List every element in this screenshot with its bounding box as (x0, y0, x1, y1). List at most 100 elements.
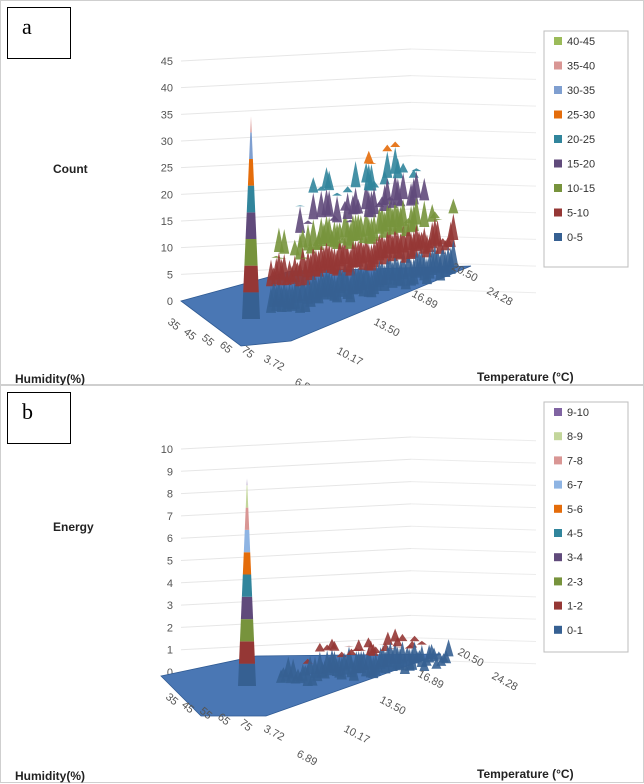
y-tick-label: 3 (167, 600, 173, 612)
x-tick-label: 24.28 (485, 285, 515, 309)
legend-swatch (554, 37, 562, 45)
surface-spike (382, 151, 392, 178)
legend-label: 4-5 (567, 528, 583, 540)
surface-spike (448, 198, 458, 213)
legend-label: 35-40 (567, 61, 595, 73)
y-tick-label: 5 (167, 556, 173, 568)
legend-swatch (554, 135, 562, 143)
legend-swatch (554, 481, 562, 489)
peak-segment (247, 479, 248, 486)
x-tick-label: 10.17 (342, 723, 372, 747)
legend-label: 5-10 (567, 208, 589, 220)
gridline (411, 156, 536, 160)
gridline (411, 49, 536, 53)
peak-segment (242, 292, 260, 319)
legend-swatch (554, 160, 562, 168)
y-tick-label: 20 (161, 189, 173, 201)
gridline (181, 459, 411, 471)
gridline (411, 615, 536, 619)
gridline (411, 437, 536, 441)
surface-spike (382, 145, 392, 152)
peak-segment (243, 552, 251, 574)
legend-label: 25-30 (567, 110, 595, 122)
y-tick-label: 7 (167, 511, 173, 523)
gridline (181, 526, 411, 538)
gridline (181, 571, 411, 583)
peak-segment (240, 619, 254, 641)
legend-swatch (554, 432, 562, 440)
legend-label: 5-6 (567, 504, 583, 516)
gridline (181, 437, 411, 449)
gridline (411, 76, 536, 80)
surface-spike (419, 200, 429, 227)
surface-spike (417, 641, 427, 645)
legend-label: 40-45 (567, 36, 595, 48)
legend-label: 0-1 (567, 625, 583, 637)
y-axis-label: Count (53, 162, 88, 176)
legend-swatch (554, 111, 562, 119)
y-tick-label: 6 (167, 533, 173, 545)
surface-spike (419, 178, 429, 200)
x-tick-label: 13.50 (378, 694, 408, 718)
x-tick-label: 16.89 (416, 668, 446, 692)
legend-swatch (554, 529, 562, 537)
legend-swatch (554, 626, 562, 634)
gridline (181, 102, 411, 114)
chart-a: 0510152025303540453.726.8910.1713.5016.8… (1, 1, 644, 386)
peak-segment (243, 266, 259, 293)
x-tick-label: 10.17 (335, 345, 365, 369)
z-tick-label: 45 (181, 326, 198, 343)
surface-spike (351, 161, 361, 187)
legend-label: 3-4 (567, 552, 583, 564)
peak-segment (242, 575, 252, 597)
x-axis-label: Temperature (°C) (477, 767, 574, 781)
legend-label: 15-20 (567, 159, 595, 171)
panel-label-a: a (7, 7, 71, 59)
y-tick-label: 8 (167, 489, 173, 501)
peak-segment (244, 239, 257, 266)
x-tick-label: 20.50 (456, 646, 486, 670)
gridline (181, 504, 411, 516)
gridline (411, 102, 536, 106)
gridline (411, 504, 536, 508)
legend-swatch (554, 209, 562, 217)
x-tick-label: 16.89 (410, 288, 440, 312)
peak-segment (245, 508, 249, 530)
surface-spike (410, 636, 420, 642)
surface-spike (390, 141, 400, 147)
gridline (411, 526, 536, 530)
gridline (411, 182, 536, 186)
panel-label-b: b (7, 392, 71, 444)
x-tick-label: 6.89 (295, 748, 320, 769)
gridline (411, 593, 536, 597)
z-tick-label: 65 (217, 339, 234, 356)
x-tick-label: 24.28 (490, 670, 520, 694)
y-tick-label: 45 (161, 56, 173, 68)
surface-spike (411, 168, 421, 171)
y-tick-label: 5 (167, 269, 173, 281)
surface-spike (295, 205, 305, 206)
peak-segment (247, 186, 256, 213)
y-tick-label: 9 (167, 466, 173, 478)
gridline (181, 129, 411, 141)
gridline (181, 156, 411, 168)
legend-swatch (554, 577, 562, 585)
gridline (181, 549, 411, 561)
peak-segment (244, 530, 250, 552)
z-tick-label: 35 (165, 316, 182, 333)
legend-swatch (554, 62, 562, 70)
legend-label: 9-10 (567, 407, 589, 419)
legend-label: 6-7 (567, 480, 583, 492)
legend-swatch (554, 408, 562, 416)
legend-label: 8-9 (567, 431, 583, 443)
chart-panel-a: 0510152025303540453.726.8910.1713.5016.8… (0, 0, 644, 385)
surface-spike (303, 220, 313, 224)
legend-label: 7-8 (567, 455, 583, 467)
gridline (411, 638, 536, 642)
gridline (411, 459, 536, 463)
surface-spike (332, 193, 342, 196)
z-tick-label: 75 (239, 344, 256, 361)
surface-spike (364, 151, 374, 164)
peak-segment (246, 212, 257, 239)
z-tick-label: 75 (237, 717, 254, 734)
